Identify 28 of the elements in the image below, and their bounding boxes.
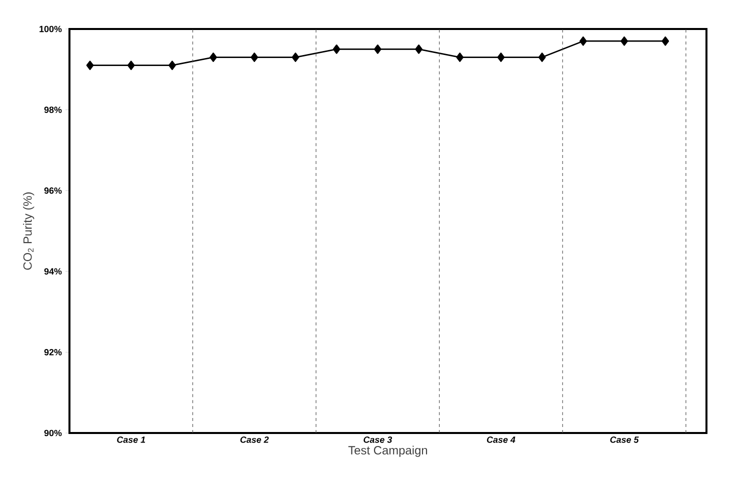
point (250, 52, 258, 62)
y-axis-title: CO$_{2}$ Purity (%) (23, 192, 34, 270)
point (292, 52, 300, 62)
y-tick-label: 96% (44, 187, 62, 194)
x-tick-label: Case 2 (240, 436, 269, 443)
y-tick-label: 100% (40, 26, 62, 32)
x-tick-label: Case 4 (486, 436, 516, 443)
point (456, 52, 464, 62)
y-tick-label: 98% (44, 106, 62, 113)
point (620, 36, 628, 46)
x-tick-label: Case 1 (117, 436, 146, 443)
x-tick-label: Case 3 (364, 436, 392, 443)
point (579, 36, 587, 46)
point (374, 44, 382, 54)
point (127, 60, 135, 70)
point (168, 60, 176, 70)
point (662, 36, 670, 46)
point (332, 44, 340, 54)
x-axis-title: Test Campaign (348, 446, 428, 457)
point (86, 60, 94, 70)
y-tick-label: 94% (44, 268, 62, 275)
point (210, 52, 217, 62)
point (538, 52, 546, 62)
point (497, 52, 505, 62)
point (415, 44, 422, 54)
y-tick-label: 92% (44, 349, 62, 356)
y-tick-label: 90% (44, 430, 62, 436)
x-tick-label: Case 5 (610, 436, 639, 443)
